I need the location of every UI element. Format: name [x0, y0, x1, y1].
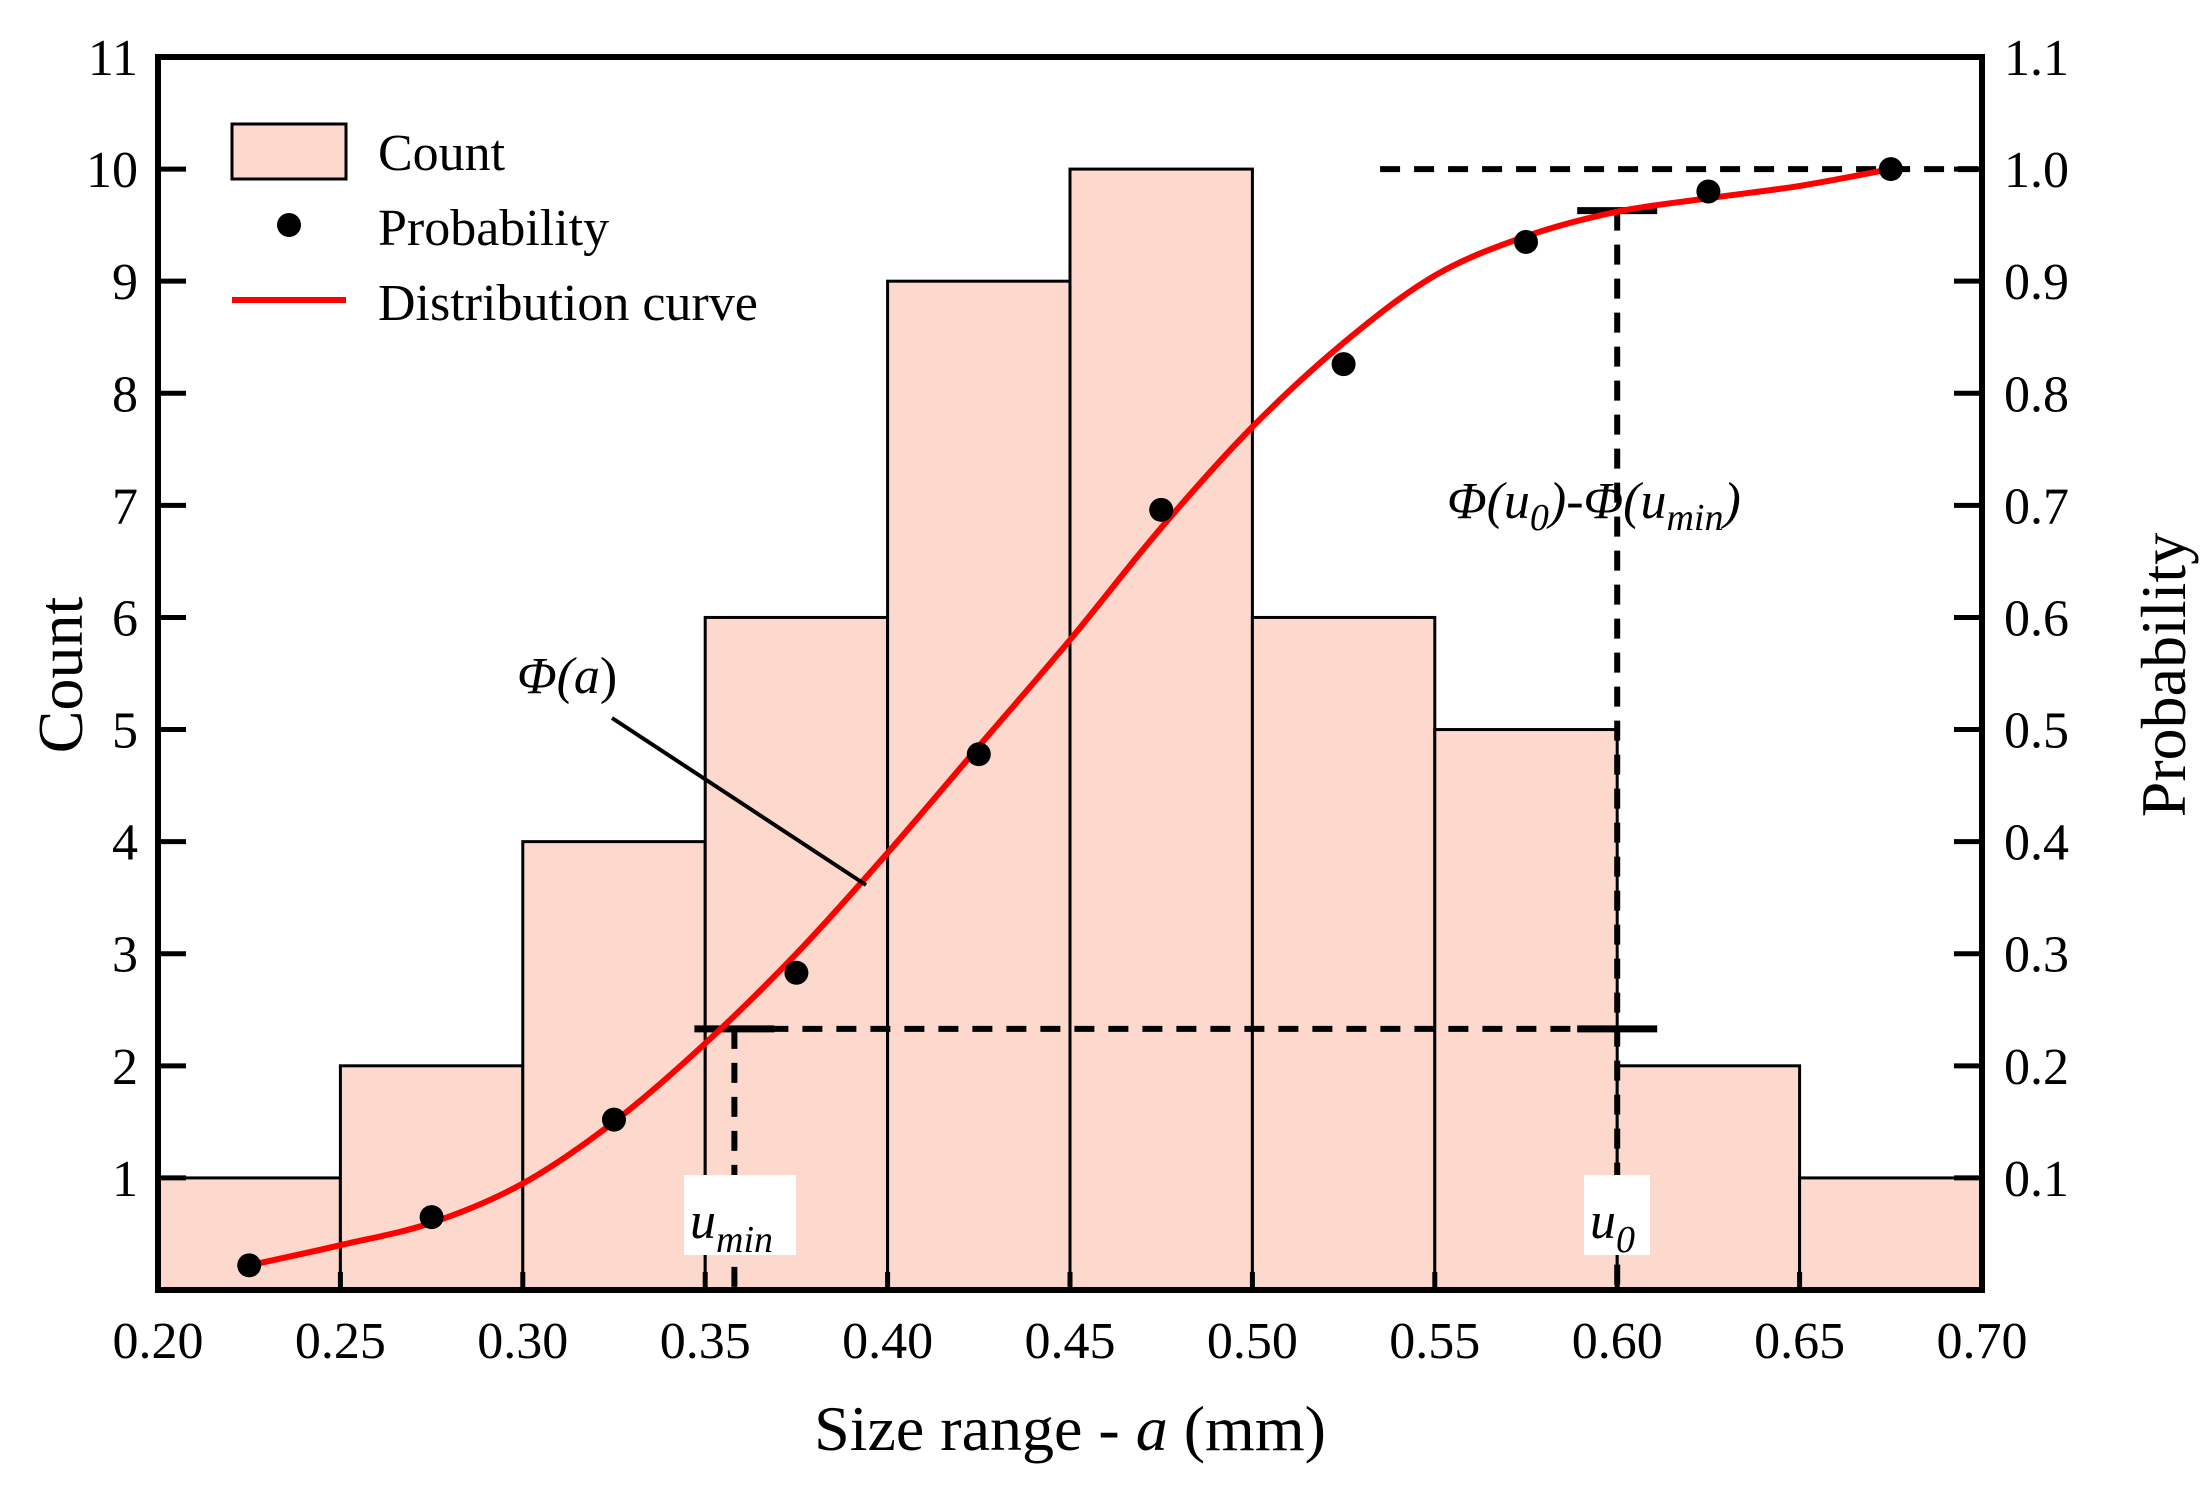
probability-histogram-chart: 0.20 0.25 0.30 0.35 0.40 0.45 0.50 0.55 0.60 0.65…: [0, 0, 2208, 1487]
legend-probability-marker: [277, 213, 301, 237]
y-tick-label: 9: [112, 254, 138, 311]
x-tick-label: 0.50: [1207, 1313, 1298, 1370]
x-axis-label: Size range - a (mm): [814, 1393, 1326, 1464]
histogram-bar-2: [340, 1066, 522, 1290]
u-min-label: umin: [684, 1175, 796, 1261]
histogram-bar-10: [1800, 1178, 1982, 1290]
probability-point-10: [1879, 157, 1903, 181]
phi-difference-label: Φ(u0)-Φ(umin): [1447, 473, 1741, 539]
histogram-bar-5: [888, 281, 1070, 1290]
y2-tick-label: 1.1: [2004, 30, 2069, 87]
y-tick-label: 4: [112, 815, 138, 872]
y2-tick-label: 0.6: [2004, 590, 2069, 647]
x-tick-label: 0.45: [1025, 1313, 1116, 1370]
u-0-label: u0: [1584, 1175, 1650, 1261]
legend-count-label: Count: [378, 125, 506, 182]
legend-probability-label: Probability: [378, 200, 609, 257]
legend-count-swatch: [232, 124, 346, 179]
histogram-bar-7: [1252, 617, 1434, 1290]
legend: Count Probability Distribution curve: [232, 124, 758, 332]
probability-point-3: [602, 1108, 626, 1132]
y-tick-label: 6: [112, 590, 138, 647]
probability-point-2: [420, 1205, 444, 1229]
y2-tick-label: 0.5: [2004, 703, 2069, 760]
y-tick-label: 7: [112, 478, 138, 535]
x-tick-label: 0.70: [1937, 1313, 2028, 1370]
y2-tick-label: 0.1: [2004, 1151, 2069, 1208]
x-tick-label: 0.35: [660, 1313, 751, 1370]
x-tick-label: 0.55: [1389, 1313, 1480, 1370]
y2-tick-label: 0.7: [2004, 478, 2069, 535]
x-tick-label: 0.65: [1754, 1313, 1845, 1370]
x-tick-label: 0.60: [1572, 1313, 1663, 1370]
histogram-bar-6: [1070, 169, 1252, 1290]
probability-point-5: [967, 742, 991, 766]
y-tick-label: 11: [88, 30, 138, 87]
secondary-y-axis-label: Probability: [2128, 533, 2199, 817]
probability-point-1: [237, 1253, 261, 1277]
y2-tick-label: 0.2: [2004, 1039, 2069, 1096]
x-tick-label: 0.20: [113, 1313, 204, 1370]
probability-point-6: [1149, 498, 1173, 522]
y2-tick-label: 1.0: [2004, 142, 2069, 199]
y2-tick-label: 0.4: [2004, 815, 2069, 872]
y-axis-label: Count: [25, 597, 96, 754]
x-tick-label: 0.40: [842, 1313, 933, 1370]
y-tick-label: 10: [86, 142, 138, 199]
y-tick-label: 1: [112, 1151, 138, 1208]
probability-point-9: [1696, 180, 1720, 204]
x-tick-label: 0.25: [295, 1313, 386, 1370]
probability-point-7: [1332, 352, 1356, 376]
histogram-bars: [158, 169, 1982, 1290]
phi-a-label: Φ(a): [517, 648, 617, 705]
probability-point-8: [1514, 230, 1538, 254]
probability-point-4: [784, 961, 808, 985]
y2-tick-label: 0.8: [2004, 366, 2069, 423]
legend-curve-label: Distribution curve: [378, 275, 758, 332]
y-tick-label: 8: [112, 366, 138, 423]
y-tick-label: 3: [112, 927, 138, 984]
x-tick-label: 0.30: [477, 1313, 568, 1370]
y-tick-label: 5: [112, 703, 138, 760]
y2-tick-label: 0.9: [2004, 254, 2069, 311]
y2-tick-label: 0.3: [2004, 927, 2069, 984]
y-tick-label: 2: [112, 1039, 138, 1096]
